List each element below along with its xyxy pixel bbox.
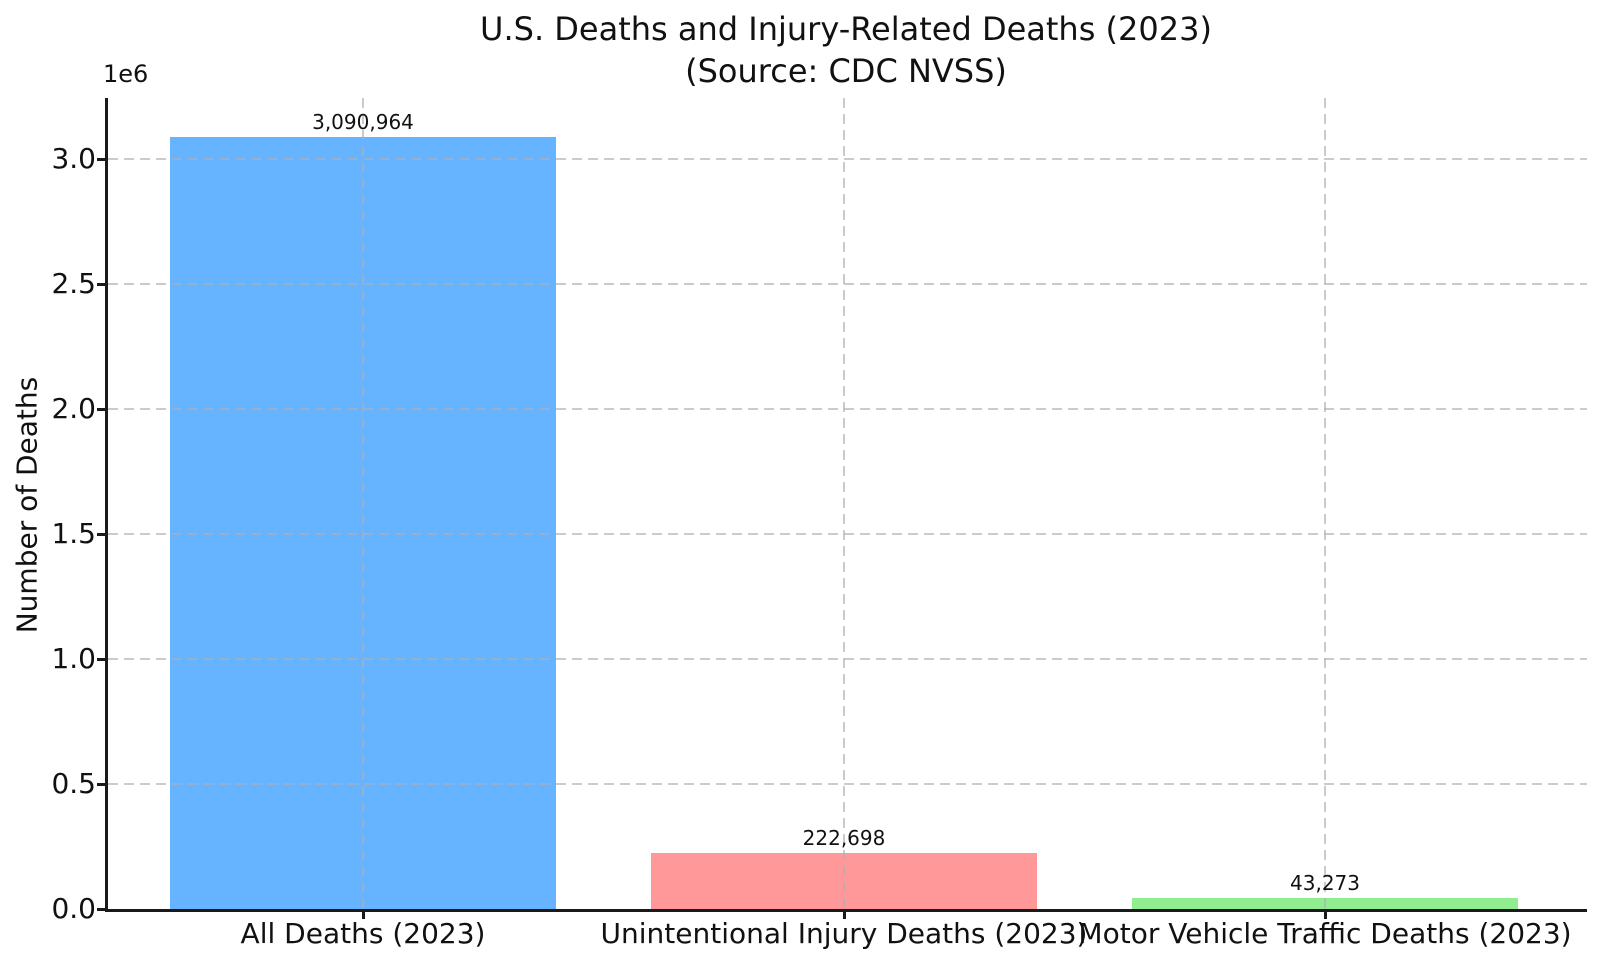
- y-axis-tick: [97, 532, 105, 536]
- y-tick-label: 1.0: [51, 642, 96, 676]
- chart-subtitle: (Source: CDC NVSS): [685, 52, 1007, 91]
- y-axis-tick: [97, 282, 105, 286]
- x-axis-tick: [842, 909, 846, 919]
- v-gridline: [1324, 98, 1326, 909]
- chart-title: U.S. Deaths and Injury-Related Deaths (2…: [480, 10, 1212, 48]
- y-axis-tick: [97, 407, 105, 411]
- h-gridline: [108, 283, 1587, 286]
- x-axis-tick: [361, 909, 365, 919]
- chart-title-block: U.S. Deaths and Injury-Related Deaths (2…: [105, 8, 1587, 92]
- y-axis-tick: [97, 907, 105, 911]
- x-tick-label: All Deaths (2023): [240, 917, 486, 950]
- y-axis-tick: [97, 657, 105, 661]
- h-gridline: [108, 658, 1587, 661]
- y-tick-label: 1.5: [51, 517, 96, 551]
- y-axis-tick: [97, 157, 105, 161]
- bar-value-label: 222,698: [802, 826, 886, 851]
- h-gridline: [108, 533, 1587, 536]
- bar-value-label: 43,273: [1290, 871, 1360, 896]
- y-tick-label: 0.5: [51, 767, 96, 801]
- bar-value-label: 3,090,964: [312, 109, 414, 134]
- y-tick-label: 0.0: [51, 892, 96, 925]
- x-axis-tick: [1323, 909, 1327, 919]
- x-tick-label: Motor Vehicle Traffic Deaths (2023): [1078, 917, 1572, 950]
- h-gridline: [108, 783, 1587, 786]
- h-gridline: [108, 158, 1587, 161]
- y-tick-label: 2.5: [51, 267, 96, 301]
- v-gridline: [362, 98, 364, 909]
- y-axis-spine: [105, 98, 108, 912]
- plot-area: [97, 98, 1587, 919]
- x-tick-label: Unintentional Injury Deaths (2023): [600, 917, 1088, 950]
- y-tick-label: 2.0: [51, 392, 96, 426]
- v-gridline: [843, 98, 845, 909]
- h-gridline: [108, 408, 1587, 411]
- y-tick-label: 3.0: [51, 142, 96, 176]
- y-axis-offset-label: 1e6: [103, 60, 149, 88]
- y-axis-tick: [97, 782, 105, 786]
- x-axis-spine: [105, 909, 1587, 912]
